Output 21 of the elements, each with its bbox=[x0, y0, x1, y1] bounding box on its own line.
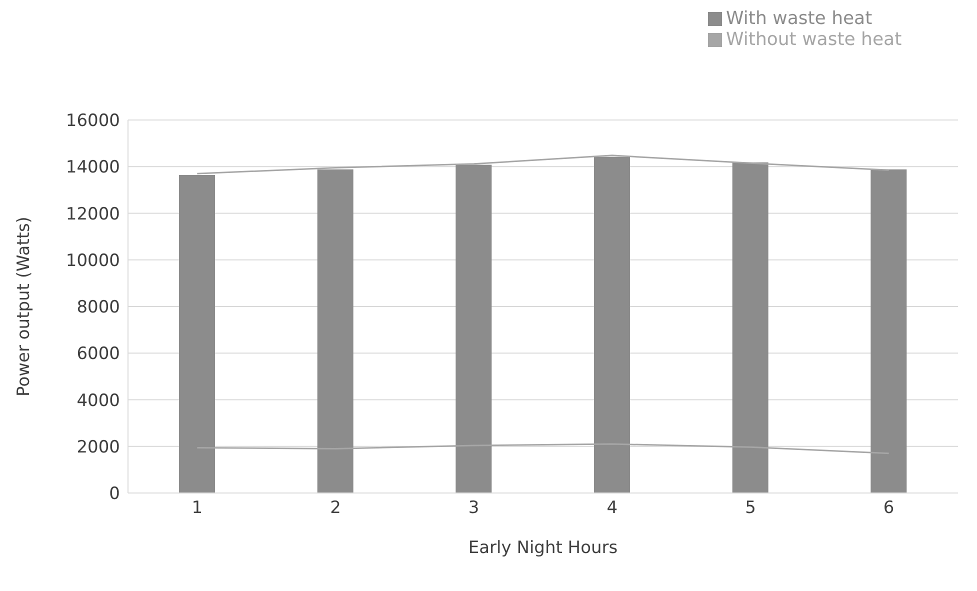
x-tick-label: 5 bbox=[745, 498, 756, 518]
line-series bbox=[196, 154, 890, 174]
y-tick-label: 16000 bbox=[66, 111, 120, 132]
y-tick-label: 4000 bbox=[76, 390, 120, 411]
x-axis-title: Early Night Hours bbox=[468, 538, 618, 558]
y-tick-label: 2000 bbox=[76, 437, 120, 458]
y-tick-label: 6000 bbox=[76, 344, 120, 364]
x-tick-label: 4 bbox=[606, 498, 618, 518]
x-tick-label: 2 bbox=[330, 498, 341, 518]
y-axis-title: Power output (Watts) bbox=[14, 216, 34, 396]
y-tick-label: 8000 bbox=[76, 298, 120, 318]
legend-label: Without waste heat bbox=[726, 29, 902, 50]
y-tick-label: 0 bbox=[109, 484, 120, 504]
x-tick-label: 1 bbox=[192, 498, 203, 518]
x-tick-label: 6 bbox=[883, 498, 894, 518]
legend-label: With waste heat bbox=[726, 8, 872, 29]
line-series bbox=[196, 443, 890, 454]
y-tick-label: 10000 bbox=[66, 250, 120, 271]
y-tick-label: 12000 bbox=[66, 204, 120, 224]
x-tick-label: 3 bbox=[468, 498, 480, 518]
y-tick-label: 14000 bbox=[66, 158, 120, 178]
